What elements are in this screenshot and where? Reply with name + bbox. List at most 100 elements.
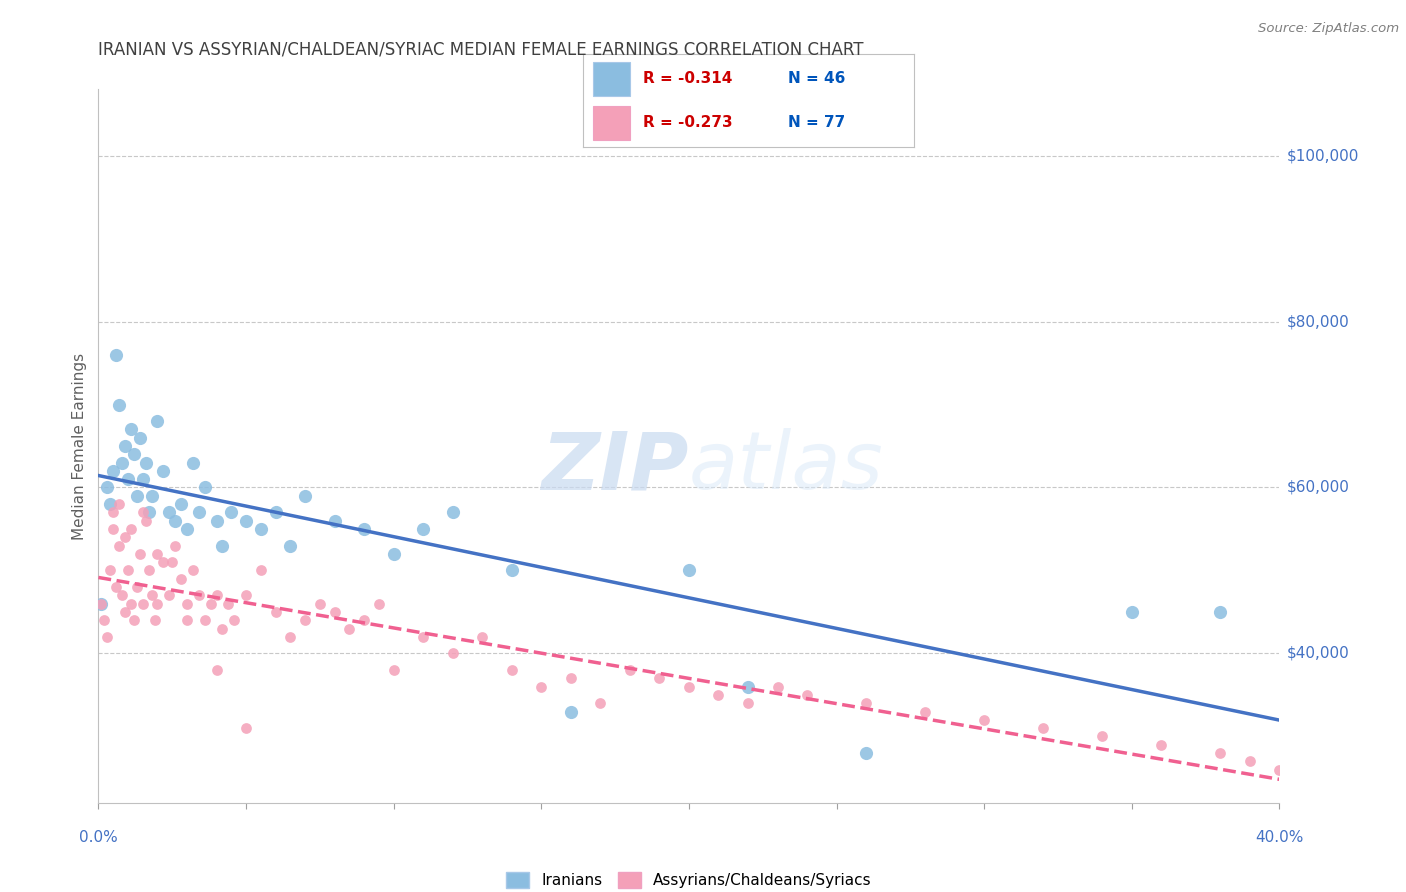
Point <box>855 696 877 710</box>
Point <box>108 397 131 411</box>
Point <box>141 588 163 602</box>
Point <box>1121 605 1143 619</box>
Point <box>128 431 150 445</box>
Point <box>471 630 494 644</box>
Point <box>309 597 332 611</box>
Point <box>278 539 302 553</box>
Point <box>132 472 155 486</box>
Text: R = -0.314: R = -0.314 <box>643 71 733 87</box>
Point <box>1209 605 1232 619</box>
Point <box>162 555 183 569</box>
Point <box>501 564 523 578</box>
Point <box>128 547 150 561</box>
Text: IRANIAN VS ASSYRIAN/CHALDEAN/SYRIAC MEDIAN FEMALE EARNINGS CORRELATION CHART: IRANIAN VS ASSYRIAN/CHALDEAN/SYRIAC MEDI… <box>98 40 863 58</box>
Point <box>264 605 287 619</box>
Point <box>152 555 174 569</box>
Point <box>146 414 169 428</box>
Point <box>165 514 187 528</box>
Text: 0.0%: 0.0% <box>79 830 118 845</box>
Point <box>294 613 316 627</box>
Point <box>678 564 700 578</box>
Point <box>170 497 193 511</box>
Point <box>114 530 136 544</box>
Point <box>250 564 273 578</box>
Point <box>120 597 142 611</box>
Point <box>278 630 302 644</box>
Point <box>96 630 118 644</box>
Text: N = 46: N = 46 <box>789 71 846 87</box>
Text: $100,000: $100,000 <box>1286 148 1358 163</box>
Point <box>382 663 405 677</box>
Point <box>125 580 148 594</box>
Point <box>146 597 169 611</box>
Point <box>146 547 169 561</box>
Text: N = 77: N = 77 <box>789 115 845 130</box>
Point <box>176 522 198 536</box>
Point <box>187 588 209 602</box>
Point <box>90 597 112 611</box>
Point <box>353 522 375 536</box>
Point <box>176 613 198 627</box>
Point <box>441 505 464 519</box>
Point <box>187 505 209 519</box>
Point <box>382 547 405 561</box>
FancyBboxPatch shape <box>593 62 630 95</box>
Point <box>323 605 346 619</box>
Point <box>250 522 273 536</box>
Point <box>224 613 246 627</box>
Point <box>412 522 434 536</box>
Point <box>441 647 464 661</box>
Point <box>589 696 612 710</box>
Point <box>1032 721 1054 735</box>
Text: R = -0.273: R = -0.273 <box>643 115 733 130</box>
Point <box>530 680 553 694</box>
Point <box>1239 754 1261 768</box>
Point <box>170 572 193 586</box>
Point <box>114 439 136 453</box>
Point <box>105 580 128 594</box>
Point <box>619 663 641 677</box>
Point <box>235 514 257 528</box>
Point <box>200 597 222 611</box>
Text: $40,000: $40,000 <box>1286 646 1350 661</box>
Point <box>143 613 166 627</box>
Text: Source: ZipAtlas.com: Source: ZipAtlas.com <box>1258 22 1399 36</box>
Point <box>1091 730 1114 744</box>
Point <box>737 680 759 694</box>
Point <box>211 539 233 553</box>
Point <box>103 522 125 536</box>
Point <box>412 630 434 644</box>
Point <box>165 539 187 553</box>
Point <box>648 671 671 685</box>
Point <box>108 539 131 553</box>
Point <box>157 588 180 602</box>
Point <box>264 505 287 519</box>
Legend: Iranians, Assyrians/Chaldeans/Syriacs: Iranians, Assyrians/Chaldeans/Syriacs <box>506 872 872 888</box>
FancyBboxPatch shape <box>593 106 630 140</box>
Point <box>111 456 134 470</box>
Point <box>157 505 180 519</box>
Point <box>1209 746 1232 760</box>
Text: ZIP: ZIP <box>541 428 689 507</box>
Point <box>138 505 160 519</box>
Point <box>678 680 700 694</box>
Point <box>1150 738 1173 752</box>
Point <box>205 514 228 528</box>
Point <box>914 705 936 719</box>
Point <box>219 505 242 519</box>
Point <box>111 588 134 602</box>
Point <box>98 564 121 578</box>
Point <box>205 588 228 602</box>
Point <box>294 489 316 503</box>
Point <box>108 497 131 511</box>
Text: atlas: atlas <box>689 428 884 507</box>
Point <box>135 456 157 470</box>
Point <box>135 514 157 528</box>
Text: $80,000: $80,000 <box>1286 314 1350 329</box>
Point <box>141 489 163 503</box>
Point <box>90 597 112 611</box>
Point <box>194 481 217 495</box>
Point <box>96 481 118 495</box>
Point <box>181 564 204 578</box>
Point <box>103 505 125 519</box>
